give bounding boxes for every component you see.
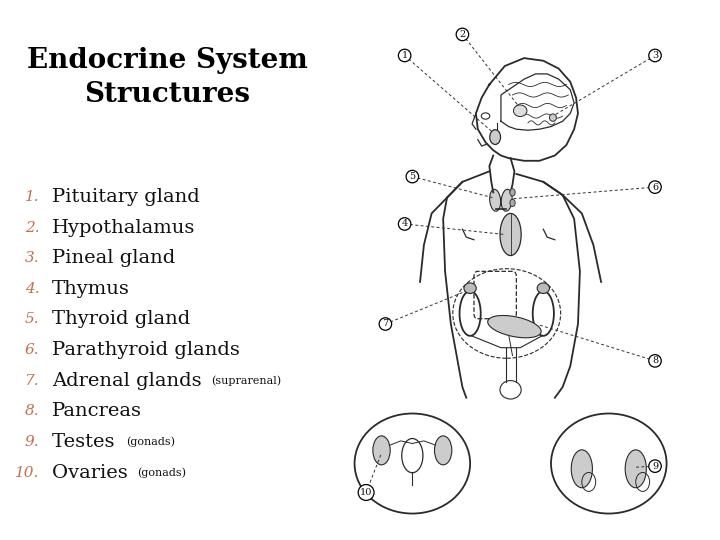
Text: Ovaries: Ovaries	[52, 463, 134, 482]
Circle shape	[490, 130, 500, 145]
Ellipse shape	[549, 114, 557, 122]
Text: 1.: 1.	[24, 190, 40, 204]
Text: 4.: 4.	[24, 282, 40, 296]
Text: Parathyroid glands: Parathyroid glands	[52, 341, 240, 359]
Text: Hypothalamus: Hypothalamus	[52, 219, 195, 237]
Text: Pineal gland: Pineal gland	[52, 249, 175, 267]
Ellipse shape	[501, 190, 512, 211]
Text: 9.: 9.	[24, 435, 40, 449]
Text: 2: 2	[459, 30, 466, 39]
Ellipse shape	[513, 105, 527, 117]
Text: (suprarenal): (suprarenal)	[211, 375, 281, 386]
Text: Adrenal glands: Adrenal glands	[52, 372, 208, 390]
Ellipse shape	[625, 450, 647, 488]
Ellipse shape	[373, 436, 390, 465]
Text: 9: 9	[652, 462, 658, 471]
Text: (gonads): (gonads)	[137, 467, 186, 478]
Circle shape	[510, 199, 516, 207]
Text: 2.: 2.	[24, 221, 40, 235]
Text: 7.: 7.	[24, 374, 40, 388]
Text: 6.: 6.	[24, 343, 40, 357]
Text: 4: 4	[402, 219, 408, 228]
Ellipse shape	[490, 190, 500, 211]
Text: (gonads): (gonads)	[126, 437, 175, 447]
Ellipse shape	[464, 283, 477, 293]
Circle shape	[510, 188, 516, 196]
Text: 5: 5	[409, 172, 415, 181]
Text: 7: 7	[382, 320, 389, 328]
Ellipse shape	[537, 283, 549, 293]
Text: 5.: 5.	[24, 313, 40, 327]
Text: 10: 10	[360, 488, 372, 497]
Text: Testes: Testes	[52, 433, 121, 451]
Text: 8.: 8.	[24, 404, 40, 418]
Ellipse shape	[500, 213, 521, 255]
Text: 6: 6	[652, 183, 658, 192]
Text: Pituitary gland: Pituitary gland	[52, 188, 200, 206]
Ellipse shape	[434, 436, 452, 465]
Ellipse shape	[487, 315, 541, 338]
Text: Thyroid gland: Thyroid gland	[52, 310, 190, 328]
Text: 10.: 10.	[15, 465, 40, 480]
Text: Pancreas: Pancreas	[52, 402, 142, 420]
Text: 3.: 3.	[24, 251, 40, 265]
Text: Thymus: Thymus	[52, 280, 130, 298]
Text: 3: 3	[652, 51, 658, 60]
Text: Endocrine System
Structures: Endocrine System Structures	[27, 47, 307, 107]
Text: 8: 8	[652, 356, 658, 366]
Ellipse shape	[571, 450, 593, 488]
Text: 1: 1	[402, 51, 408, 60]
